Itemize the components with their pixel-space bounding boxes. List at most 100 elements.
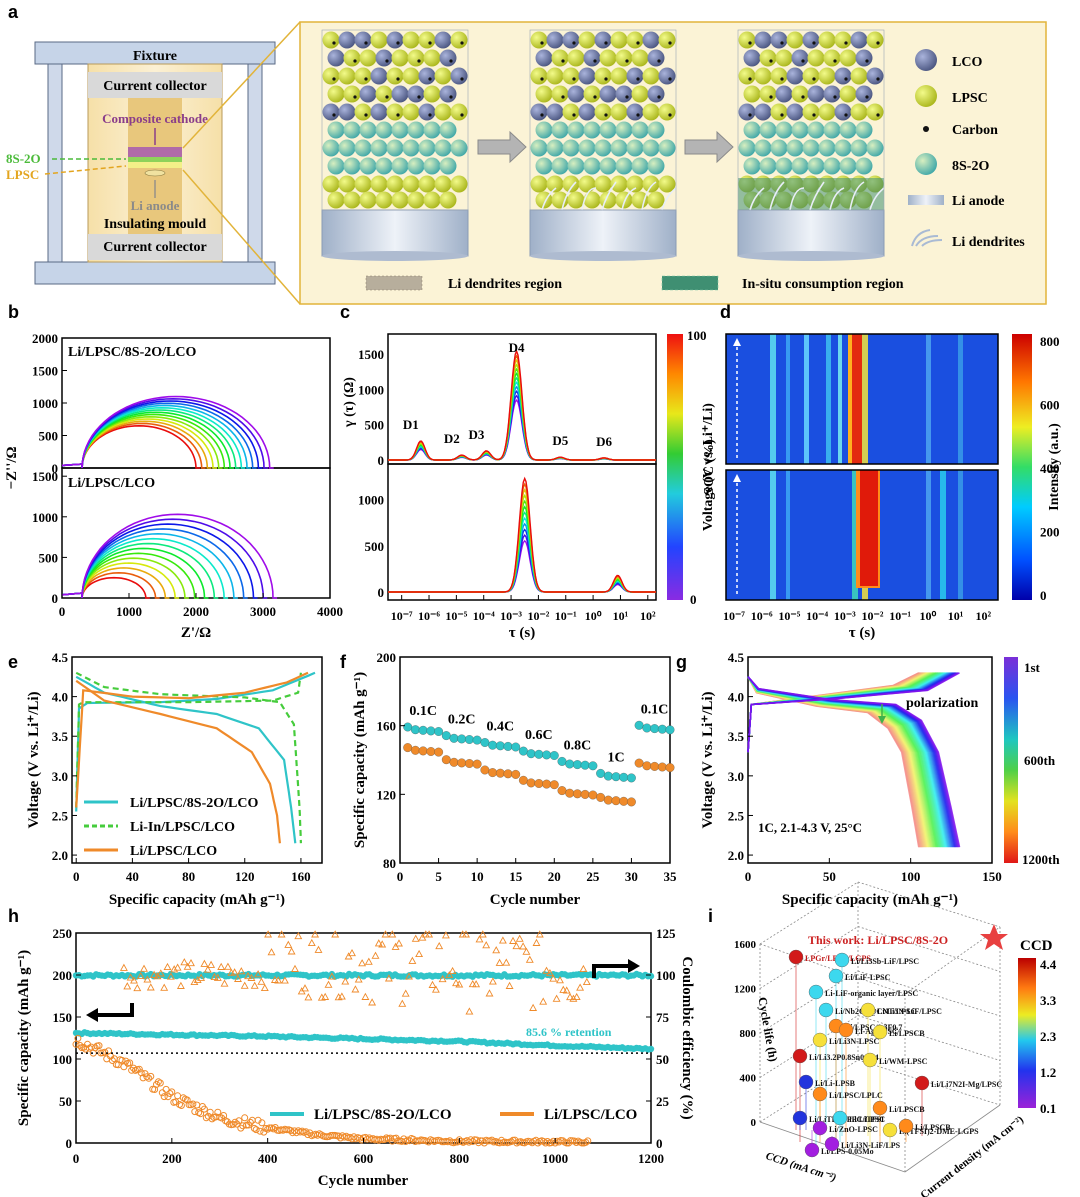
carbon-dot (876, 41, 880, 45)
rate-point (480, 765, 490, 775)
cylinder-outline (321, 29, 469, 211)
particle (338, 67, 356, 85)
particle (738, 103, 756, 121)
capacity-point-bad (488, 1136, 496, 1144)
rate-point (611, 772, 621, 782)
nyquist-arc (61, 415, 223, 469)
current-collector-top-label: Current collector (103, 79, 207, 94)
particle (338, 175, 356, 193)
particle (583, 191, 601, 209)
ce-point-bad (566, 992, 574, 1001)
cycling-x-ticks: 0 200 400 600 800 1000 1200 (73, 1138, 664, 1166)
capacity-point-bad (191, 1108, 199, 1116)
cycle-colorbar (1004, 657, 1018, 863)
carbon-dot (460, 113, 464, 117)
cycling-x-tick: 800 (450, 1151, 470, 1166)
particle (407, 157, 425, 175)
ce-point-bad (200, 959, 209, 967)
carbon-dot (636, 77, 640, 81)
voltage-e-y-tick: 3.0 (52, 769, 68, 784)
ce-point-bad (250, 981, 259, 989)
legend-lpsc-label: LPSC (952, 91, 988, 106)
ce-point-bad (505, 981, 514, 989)
drt-x-tick: 10¹ (613, 609, 629, 623)
particle (770, 67, 788, 85)
heatmap-top-frame (725, 333, 999, 465)
nyquist-y-tick-bottom: 1000 (32, 510, 58, 525)
particle (407, 85, 425, 103)
particle (375, 191, 393, 209)
ce-point-bad (405, 972, 413, 980)
cycling-x-tick: 1200 (638, 1151, 664, 1166)
rate-x-tick: 10 (471, 869, 484, 884)
carbon-dot (385, 59, 389, 63)
capacity-point-bad (154, 1078, 162, 1086)
ce-point-bad (207, 960, 216, 968)
particle (802, 31, 820, 49)
particle (551, 85, 569, 103)
panel-letter-c: c (340, 302, 350, 322)
particle (594, 139, 612, 157)
scatter3d-point-label: Li/Li7N2I-Mg/LPSC (931, 1080, 1002, 1089)
ce-point-bad (277, 930, 286, 938)
particle (551, 191, 569, 209)
rate-point (596, 792, 606, 802)
ce-point-bad (559, 985, 568, 993)
ce-point-bad (582, 977, 591, 986)
box-edge (857, 881, 1001, 928)
particle (583, 85, 601, 103)
particle (775, 121, 793, 139)
capacity-point-bad (183, 1096, 191, 1104)
heatmap-x-tick: 10⁻¹ (889, 609, 911, 623)
scatter3d-point-label: Li/Li3N-LiF/LPS (841, 1141, 901, 1150)
rate-points (403, 720, 675, 807)
panel-b: b Li/LPSC/8S-2O/LCO Li/LPSC/LCO 0 500 1000… (4, 302, 343, 641)
ce-point-bad (495, 958, 504, 966)
particle (407, 191, 425, 209)
particle (423, 121, 441, 139)
particle (610, 175, 628, 193)
particle (402, 175, 420, 193)
particle (642, 31, 660, 49)
carbon-dot (449, 59, 453, 63)
drt-peak-label: D5 (552, 433, 568, 448)
rate-point (557, 786, 567, 796)
ce-point-bad (472, 980, 481, 988)
layer-lpsc-arrow (44, 165, 127, 175)
carbon-dot (780, 113, 784, 117)
capacity-point-bad (206, 1108, 214, 1116)
particle (418, 175, 436, 193)
particle (786, 67, 804, 85)
this-work-star-icon (980, 924, 1008, 950)
scatter3d-point-label: Li/ZnO-LPSC (829, 1125, 878, 1134)
intensity-colorbar-tick: 0 (1040, 588, 1047, 603)
scatter3d-z-tick: 1200 (734, 984, 757, 996)
ce-point-bad (146, 983, 155, 991)
particle (599, 49, 617, 67)
capacity-point-bad (76, 1041, 84, 1049)
capacity-point-bad (95, 1042, 103, 1050)
box-edge (857, 1059, 1001, 1106)
voltage-e-discharge-curve (75, 679, 281, 844)
voltage-e-y-tick: 2.0 (52, 848, 68, 863)
carbon-dot (332, 113, 336, 117)
li-dendrite (561, 181, 577, 211)
particle (642, 139, 660, 157)
voltage-g-x-tick: 0 (745, 869, 752, 884)
ce-point-bad (143, 975, 152, 983)
carbon-dot (385, 95, 389, 99)
capacity-point-bad (189, 1100, 197, 1108)
grid-line (857, 970, 1001, 1017)
carbon-dot (668, 41, 672, 45)
nyquist-x-tick: 2000 (183, 604, 209, 619)
cycling-right-y-label: Coulombic efficiency (%) (679, 956, 695, 1119)
particle (759, 49, 777, 67)
particle (391, 157, 409, 175)
rate-point (542, 779, 552, 789)
soc-arrowhead-bottom (733, 474, 741, 482)
rate-point (457, 758, 467, 768)
voltage-e-curves (75, 671, 316, 844)
voltage-e-y-tick: 4.5 (52, 650, 69, 665)
ce-point-bad (183, 962, 192, 970)
capacity-point-bad (145, 1074, 153, 1082)
